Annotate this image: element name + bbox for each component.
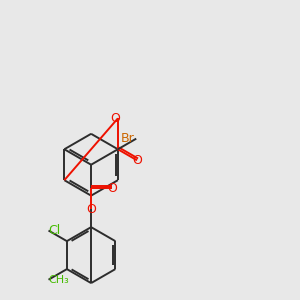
Text: O: O <box>86 203 96 216</box>
Text: O: O <box>111 112 121 125</box>
Text: O: O <box>132 154 142 167</box>
Text: Br: Br <box>121 132 135 145</box>
Text: CH₃: CH₃ <box>49 275 69 285</box>
Text: Cl: Cl <box>49 224 61 237</box>
Text: O: O <box>107 182 117 195</box>
